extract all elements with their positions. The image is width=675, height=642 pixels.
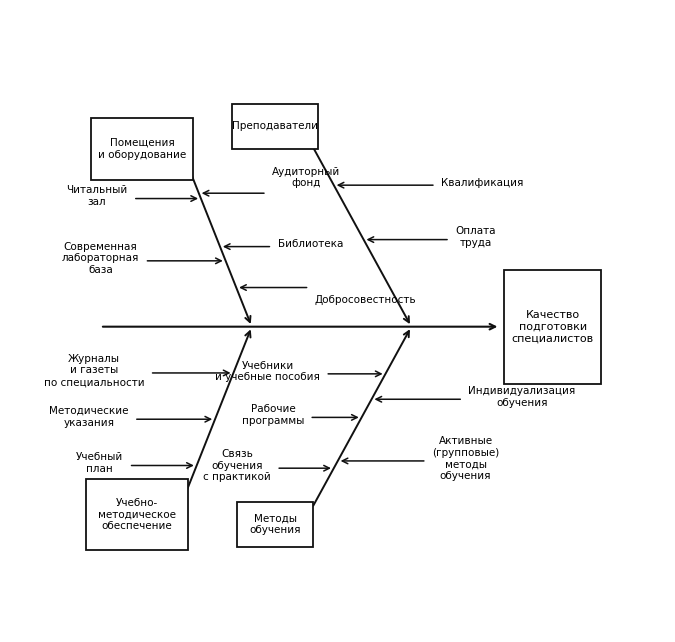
Text: Учебный
план: Учебный план xyxy=(76,452,124,474)
Text: Рабочие
программы: Рабочие программы xyxy=(242,404,304,426)
FancyBboxPatch shape xyxy=(232,104,319,149)
Text: Добросовестность: Добросовестность xyxy=(315,295,416,305)
Text: Методические
указания: Методические указания xyxy=(49,406,129,428)
Text: Аудиторный
фонд: Аудиторный фонд xyxy=(272,167,340,188)
Text: Преподаватели: Преподаватели xyxy=(232,121,319,132)
FancyBboxPatch shape xyxy=(86,479,188,550)
Text: Помещения
и оборудование: Помещения и оборудование xyxy=(98,138,186,159)
Text: Библиотека: Библиотека xyxy=(277,239,343,249)
FancyBboxPatch shape xyxy=(91,118,193,180)
Text: Оплата
труда: Оплата труда xyxy=(455,227,495,248)
FancyBboxPatch shape xyxy=(238,502,313,547)
Text: Качество
подготовки
специалистов: Качество подготовки специалистов xyxy=(512,310,593,343)
Text: Индивидуализация
обучения: Индивидуализация обучения xyxy=(468,386,576,408)
Text: Журналы
и газеты
по специальности: Журналы и газеты по специальности xyxy=(44,354,144,387)
Text: Активные
(групповые)
методы
обучения: Активные (групповые) методы обучения xyxy=(432,436,500,481)
Text: Учебники
и учебные пособия: Учебники и учебные пособия xyxy=(215,361,320,382)
Text: Квалификация: Квалификация xyxy=(441,178,523,187)
Text: Методы
обучения: Методы обучения xyxy=(250,514,301,535)
Text: Связь
обучения
с практикой: Связь обучения с практикой xyxy=(203,449,271,482)
FancyBboxPatch shape xyxy=(504,270,601,383)
Text: Современная
лабораторная
база: Современная лабораторная база xyxy=(62,242,139,275)
Text: Читальный
зал: Читальный зал xyxy=(66,186,128,207)
Text: Учебно-
методическое
обеспечение: Учебно- методическое обеспечение xyxy=(98,498,176,531)
